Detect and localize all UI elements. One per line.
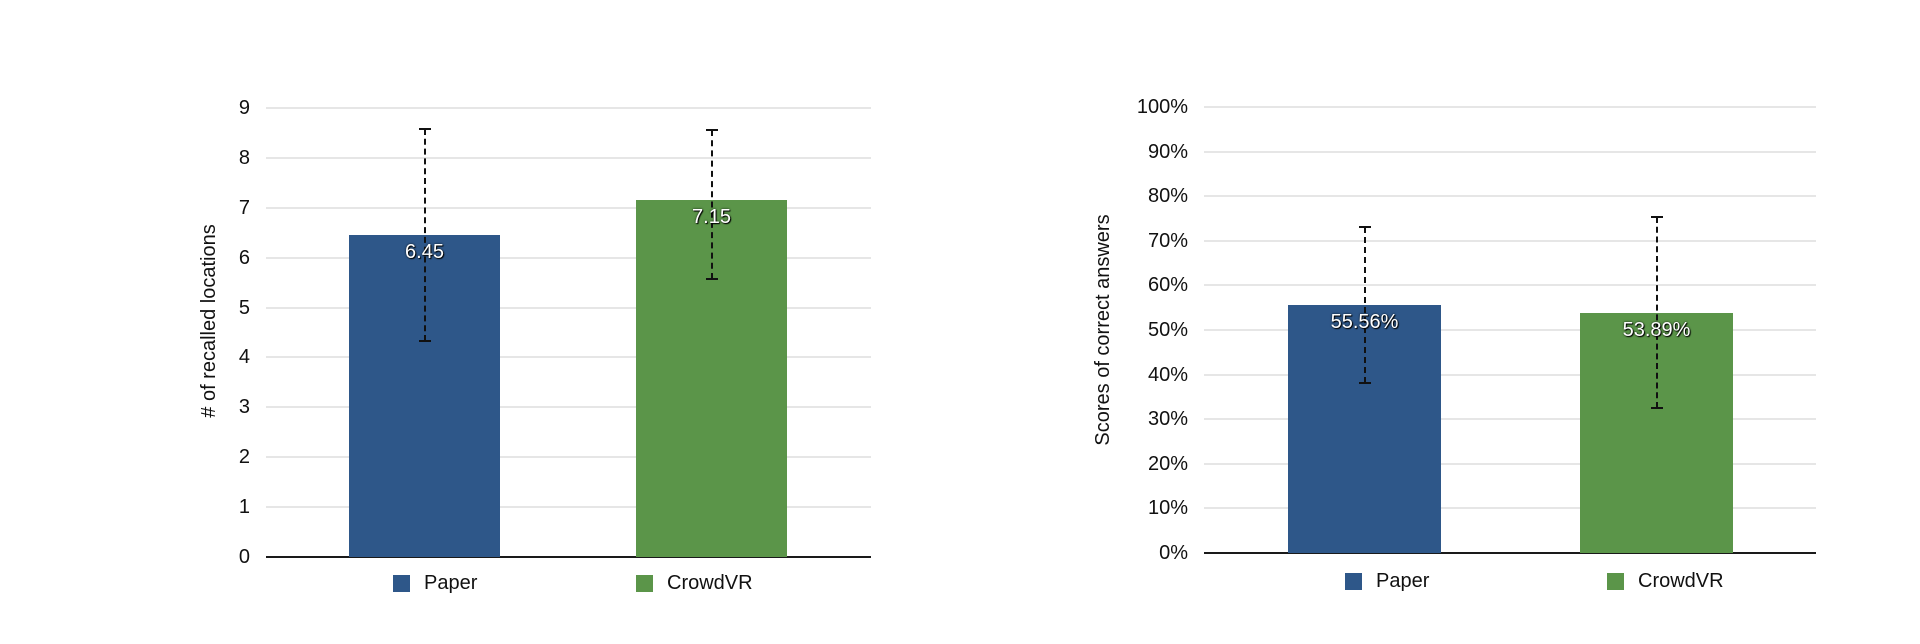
plot-area: 6.45 7.15 bbox=[266, 107, 871, 558]
y-tick-label: 7 bbox=[238, 196, 250, 219]
plot-area: 55.56% 53.89% bbox=[1204, 106, 1816, 554]
y-tick-label: 10% bbox=[1147, 497, 1188, 520]
gridline bbox=[266, 206, 871, 209]
gridline bbox=[1204, 106, 1816, 108]
y-tick-label: 0 bbox=[238, 546, 250, 568]
gridline bbox=[1204, 284, 1816, 287]
error-cap-top bbox=[418, 128, 431, 131]
legend-item-paper: Paper bbox=[393, 572, 477, 595]
x-axis-line bbox=[1204, 552, 1816, 554]
gridline bbox=[266, 506, 871, 509]
gridline bbox=[1204, 507, 1816, 510]
gridline bbox=[266, 456, 871, 459]
gridline bbox=[266, 156, 871, 159]
legend-swatch-paper bbox=[1345, 573, 1362, 590]
gridline bbox=[266, 256, 871, 259]
error-cap-top bbox=[705, 129, 718, 132]
y-tick-label: 2 bbox=[238, 446, 250, 469]
legend-swatch-crowdvr bbox=[1607, 573, 1624, 590]
y-tick-label: 1 bbox=[238, 496, 250, 519]
y-tick-label: 80% bbox=[1147, 185, 1188, 208]
gridline bbox=[266, 306, 871, 309]
error-cap-top bbox=[1358, 226, 1371, 229]
y-tick-label: 50% bbox=[1147, 319, 1188, 341]
error-bar bbox=[705, 129, 718, 281]
legend-label: Paper bbox=[424, 572, 478, 594]
legend-item-crowdvr: CrowdVR bbox=[1607, 570, 1724, 593]
gridline bbox=[1204, 239, 1816, 242]
error-bar bbox=[418, 128, 431, 342]
gridline bbox=[266, 107, 871, 109]
y-tick-label: 4 bbox=[238, 346, 250, 369]
y-tick-label: 20% bbox=[1147, 452, 1188, 475]
legend-swatch-paper bbox=[393, 575, 410, 592]
y-tick-label: 70% bbox=[1147, 229, 1188, 252]
bar-value-label: 53.89% bbox=[1622, 318, 1691, 341]
y-tick-label: 60% bbox=[1147, 274, 1188, 297]
gridline bbox=[1204, 329, 1816, 331]
legend-item-crowdvr: CrowdVR bbox=[636, 572, 753, 595]
y-tick-label: 0% bbox=[1159, 542, 1188, 564]
gridline bbox=[1204, 462, 1816, 465]
y-tick-label: 5 bbox=[238, 296, 250, 319]
y-tick-label: 9 bbox=[238, 97, 250, 119]
error-cap-bottom bbox=[418, 339, 431, 342]
error-cap-bottom bbox=[705, 278, 718, 281]
y-tick-label: 40% bbox=[1147, 363, 1188, 386]
bar-value-label: 55.56% bbox=[1330, 311, 1399, 334]
error-bar bbox=[1650, 216, 1663, 410]
y-tick-label: 8 bbox=[238, 146, 250, 169]
error-cap-top bbox=[1650, 216, 1663, 219]
y-tick-label: 3 bbox=[238, 396, 250, 419]
error-cap-bottom bbox=[1650, 407, 1663, 410]
x-axis-line bbox=[266, 556, 871, 558]
gridline bbox=[266, 406, 871, 409]
y-tick-label: 100% bbox=[1136, 96, 1188, 118]
legend-label: CrowdVR bbox=[1638, 570, 1724, 592]
legend-swatch-crowdvr bbox=[636, 575, 653, 592]
legend-label: CrowdVR bbox=[667, 572, 753, 594]
error-bar bbox=[1358, 226, 1371, 385]
gridline bbox=[1204, 418, 1816, 421]
gridline bbox=[1204, 195, 1816, 198]
bar-value-label: 6.45 bbox=[405, 241, 444, 264]
bar-value-label: 7.15 bbox=[692, 206, 731, 229]
error-cap-bottom bbox=[1358, 382, 1371, 385]
y-tick-label: 6 bbox=[238, 246, 250, 269]
legend-label: Paper bbox=[1376, 570, 1430, 592]
gridline bbox=[1204, 373, 1816, 376]
gridline bbox=[266, 356, 871, 359]
legend-item-paper: Paper bbox=[1345, 570, 1429, 593]
y-tick-label: 90% bbox=[1147, 140, 1188, 163]
gridline bbox=[1204, 150, 1816, 153]
y-tick-label: 30% bbox=[1147, 408, 1188, 431]
